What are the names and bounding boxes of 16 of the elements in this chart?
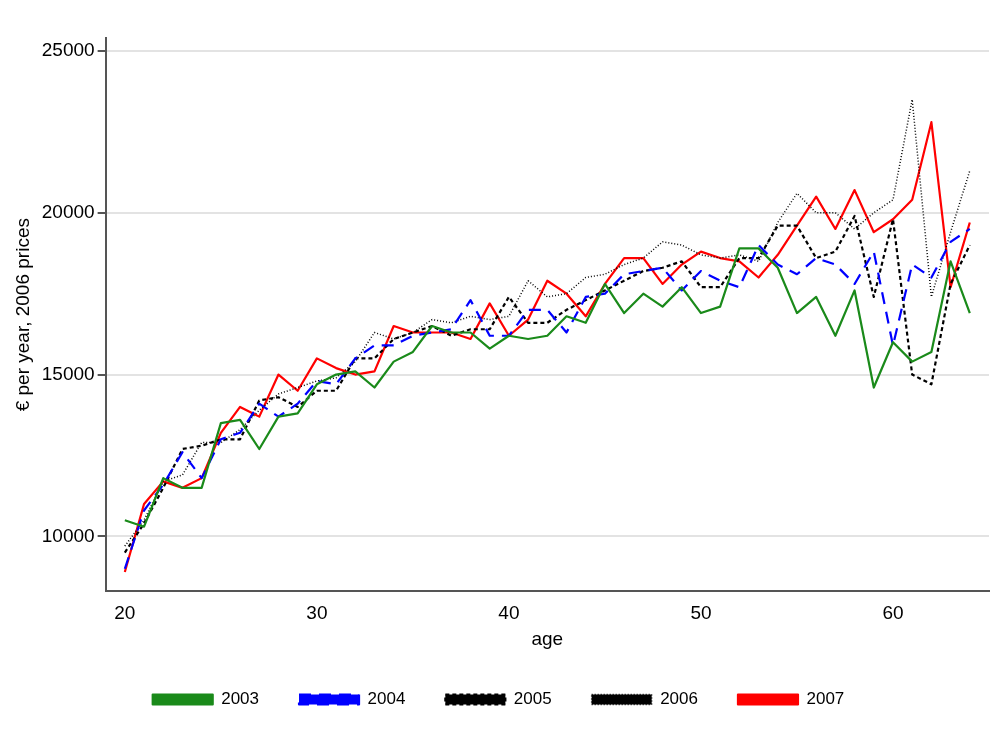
x-tick-label: 50 <box>690 602 712 624</box>
y-tick-label: 20000 <box>41 200 95 222</box>
y-tick-label: 10000 <box>41 524 95 546</box>
x-tick-label: 30 <box>306 602 328 624</box>
x-tick-label: 20 <box>114 602 136 624</box>
x-tick-label: 40 <box>498 602 520 624</box>
y-tick-label: 25000 <box>41 39 95 61</box>
legend-label: 2007 <box>806 689 845 709</box>
y-axis-title: € per year, 2006 prices <box>11 218 33 412</box>
x-tick-label: 60 <box>882 602 904 624</box>
legend-label: 2003 <box>221 689 260 709</box>
legend-label: 2005 <box>513 689 552 709</box>
legend-label: 2006 <box>660 689 698 709</box>
x-axis-title: age <box>531 627 564 649</box>
legend-label: 2004 <box>367 689 406 709</box>
y-tick-label: 15000 <box>41 362 95 384</box>
